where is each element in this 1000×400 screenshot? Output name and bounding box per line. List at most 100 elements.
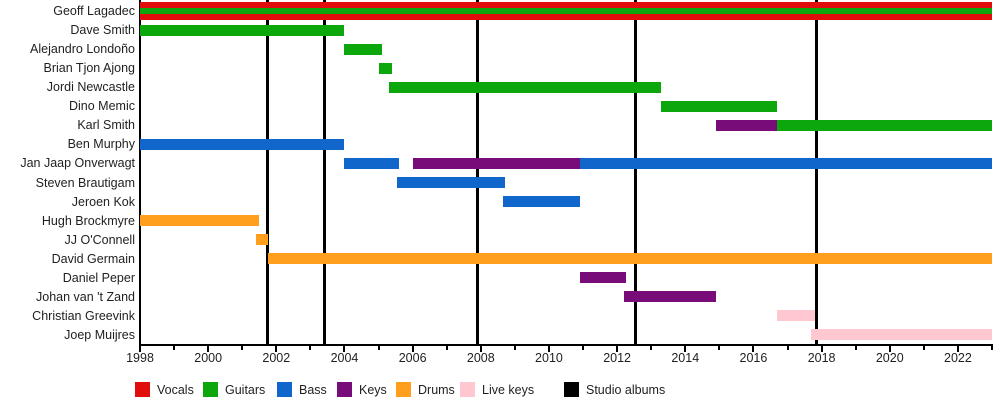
x-axis-tick-2014: [684, 346, 687, 352]
x-axis-tick-2002: [275, 346, 278, 352]
studio-album-line: [475, 0, 479, 345]
x-axis-label-2020: 2020: [875, 351, 904, 365]
member-label-jeroen-kok: Jeroen Kok: [71, 194, 135, 209]
legend-label-live-keys: Live keys: [482, 383, 535, 397]
timeline-bar-guitars: [388, 81, 662, 93]
timeline-bar-keys: [715, 119, 778, 131]
x-axis-tick-2007: [445, 346, 448, 350]
timeline-bar-keys: [579, 272, 626, 284]
member-label-steven-brautigam: Steven Brautigam: [35, 175, 135, 190]
timeline-bar-keys: [412, 157, 580, 169]
x-axis-tick-2013: [650, 346, 653, 350]
x-axis-label-2016: 2016: [739, 351, 768, 365]
x-axis-tick-2006: [411, 346, 414, 352]
x-axis-label-2002: 2002: [262, 351, 291, 365]
member-label-christian-greevink: Christian Greevink: [32, 308, 135, 323]
studio-album-line: [814, 0, 818, 345]
x-axis-tick-2015: [718, 346, 721, 350]
member-label-geoff-lagadec: Geoff Lagadec: [53, 4, 135, 18]
legend-label-keys: Keys: [359, 383, 387, 397]
x-axis-tick-2017: [786, 346, 789, 350]
legend-swatch-vocals: [135, 382, 150, 397]
member-label-david-germain: David Germain: [51, 251, 135, 266]
timeline-bar-bass: [140, 138, 345, 150]
studio-album-line: [322, 0, 326, 345]
x-axis-label-2010: 2010: [535, 351, 563, 365]
x-axis-tick-2022: [956, 346, 959, 352]
member-label-hugh-brockmyre: Hugh Brockmyre: [41, 213, 135, 228]
x-axis-label-2022: 2022: [944, 351, 972, 365]
legend-swatch-drums: [396, 382, 411, 397]
x-axis-tick-1999: [173, 346, 176, 350]
x-axis-label-2000: 2000: [194, 351, 223, 365]
member-label-alejandro-londo-o: Alejandro Londoño: [30, 42, 135, 57]
timeline-bar-keys: [623, 291, 716, 303]
timeline-bar-bass: [502, 196, 580, 208]
member-label-dave-smith: Dave Smith: [70, 23, 135, 38]
x-axis-tick-2010: [547, 346, 550, 352]
timeline-bar-guitars: [344, 43, 382, 55]
x-axis-label-1998: 1998: [126, 351, 154, 365]
x-axis-tick-2001: [241, 346, 244, 350]
y-axis-line: [139, 0, 141, 345]
x-axis-tick-2003: [309, 346, 312, 350]
member-label-jj-o-connell: JJ O'Connell: [64, 232, 135, 247]
x-axis-tick-2000: [207, 346, 210, 352]
legend-label-vocals: Vocals: [157, 383, 194, 397]
x-axis-tick-2016: [752, 346, 755, 352]
x-axis-tick-2005: [377, 346, 380, 350]
timeline-bar-drums: [140, 215, 260, 227]
studio-album-line: [634, 0, 638, 345]
legend-label-bass: Bass: [299, 383, 327, 397]
x-axis-tick-2023: [991, 346, 993, 350]
timeline-bar-guitars: [777, 119, 992, 131]
x-axis-tick-2011: [582, 346, 585, 350]
member-label-jordi-newcastle: Jordi Newcastle: [46, 80, 135, 95]
x-axis-label-2014: 2014: [671, 351, 700, 365]
x-axis-tick-2009: [513, 346, 516, 350]
member-label-brian-tjon-ajong: Brian Tjon Ajong: [43, 61, 136, 76]
member-label-joep-muijres: Joep Muijres: [64, 327, 135, 342]
x-axis-label-2012: 2012: [603, 351, 632, 365]
x-axis-tick-2012: [616, 346, 619, 352]
x-axis-tick-2004: [343, 346, 346, 352]
legend-label-drums: Drums: [418, 383, 455, 397]
timeline-bar-guitars: [661, 100, 778, 112]
x-axis-label-2018: 2018: [807, 351, 836, 365]
x-axis-tick-1998: [139, 346, 141, 352]
x-axis-tick-2019: [854, 346, 857, 350]
x-axis-label-2008: 2008: [466, 351, 495, 365]
legend-swatch-bass: [277, 382, 292, 397]
member-label-karl-smith: Karl Smith: [77, 118, 135, 133]
x-axis-tick-2020: [888, 346, 891, 352]
timeline-bar-guitars: [140, 24, 345, 36]
timeline-bar-guitars: [378, 62, 393, 74]
x-axis-tick-2008: [479, 346, 482, 352]
legend-swatch-guitars: [203, 382, 218, 397]
x-axis-label-2004: 2004: [330, 351, 359, 365]
timeline-bar-bass: [344, 157, 399, 169]
timeline-bar-live-keys: [777, 310, 815, 322]
x-axis-tick-2018: [820, 346, 823, 352]
x-axis-line: [139, 344, 993, 346]
timeline-bar-guitars: [140, 8, 992, 14]
legend-label-studio-albums: Studio albums: [586, 383, 666, 397]
legend-swatch-keys: [337, 382, 352, 397]
member-label-daniel-peper: Daniel Peper: [62, 270, 135, 285]
legend-label-guitars: Guitars: [225, 383, 266, 397]
member-label-johan-van-t-zand: Johan van 't Zand: [36, 289, 135, 304]
member-label-ben-murphy: Ben Murphy: [67, 137, 135, 152]
timeline-bar-bass: [579, 157, 992, 169]
timeline-bar-bass: [397, 177, 505, 188]
timeline-bar-live-keys: [811, 329, 992, 341]
x-axis-label-2006: 2006: [398, 351, 427, 365]
timeline-bar-drums: [267, 253, 992, 265]
timeline-bar-drums: [255, 234, 268, 246]
member-label-jan-jaap-onverwagt: Jan Jaap Onverwagt: [20, 156, 135, 171]
legend-swatch-live-keys: [460, 382, 475, 397]
member-label-dino-memic: Dino Memic: [69, 99, 135, 114]
studio-album-line: [266, 0, 270, 345]
x-axis-tick-2021: [922, 346, 925, 350]
legend-swatch-studio-albums: [564, 382, 579, 397]
